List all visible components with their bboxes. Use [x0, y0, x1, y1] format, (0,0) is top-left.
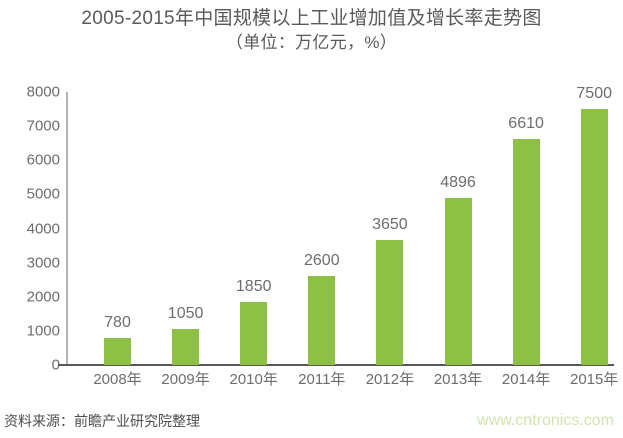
x-axis-tick-label: 2008年	[93, 371, 142, 388]
bar[interactable]	[444, 197, 472, 365]
y-axis-tick-label: 4000	[26, 220, 60, 237]
y-axis-tick-label: 5000	[26, 185, 60, 203]
bar-value-label: 6610	[508, 115, 544, 133]
y-axis-tick-label: 2000	[26, 288, 60, 306]
y-axis-tick-label: 1000	[26, 322, 60, 340]
bar-value-label: 1850	[235, 277, 272, 295]
y-axis-zero-tick	[58, 364, 68, 366]
y-axis-tick-labels: 0 1000 2000 3000 4000 5000 6000 7000 8000	[0, 0, 60, 438]
x-axis-tick-label: 2011年	[298, 371, 346, 388]
y-axis-tick-label: 7000	[26, 117, 60, 135]
x-axis-tick-label: 2015年	[570, 371, 619, 388]
bar[interactable]	[308, 276, 336, 365]
x-axis-tick-label: 2012年	[365, 371, 415, 388]
y-axis-tick-label: 8000	[26, 83, 60, 101]
x-axis-tick-label: 2014年	[501, 371, 551, 388]
x-axis-line	[58, 364, 614, 366]
bar-value-label: 2600	[304, 252, 340, 270]
watermark: www.cntronics.com	[477, 412, 614, 429]
page-title: 2005-2015年中国规模以上工业增加值及增长率走势图	[81, 8, 542, 29]
y-axis-tick-label: 6000	[26, 151, 60, 169]
bar[interactable]	[376, 240, 404, 365]
y-axis-line	[66, 92, 68, 366]
bar-value-label: 3650	[372, 216, 408, 234]
bar[interactable]	[240, 301, 268, 365]
bar-value-label: 780	[104, 314, 131, 332]
bar[interactable]	[104, 338, 131, 365]
y-axis-tick-label: 0	[51, 356, 60, 374]
bar-value-label: 7500	[576, 85, 612, 103]
bar[interactable]	[580, 109, 608, 365]
x-axis-tick-label: 2013年	[433, 371, 483, 388]
bar-value-label: 1050	[167, 305, 204, 323]
chart-subtitle: （单位：万亿元，%）	[225, 33, 398, 52]
bar[interactable]	[172, 329, 200, 365]
bar[interactable]	[512, 139, 540, 365]
y-axis-tick-label: 3000	[26, 254, 60, 272]
x-axis-tick-label: 2010年	[229, 371, 278, 388]
bar-value-label: 4896	[440, 173, 476, 191]
chart-title-block: 2005-2015年中国规模以上工业增加值及增长率走势图 （单位：万亿元，%）	[0, 6, 623, 55]
x-axis-tick-label: 2009年	[161, 371, 210, 388]
source-note: 资料来源：前瞻产业研究院整理	[4, 413, 200, 429]
